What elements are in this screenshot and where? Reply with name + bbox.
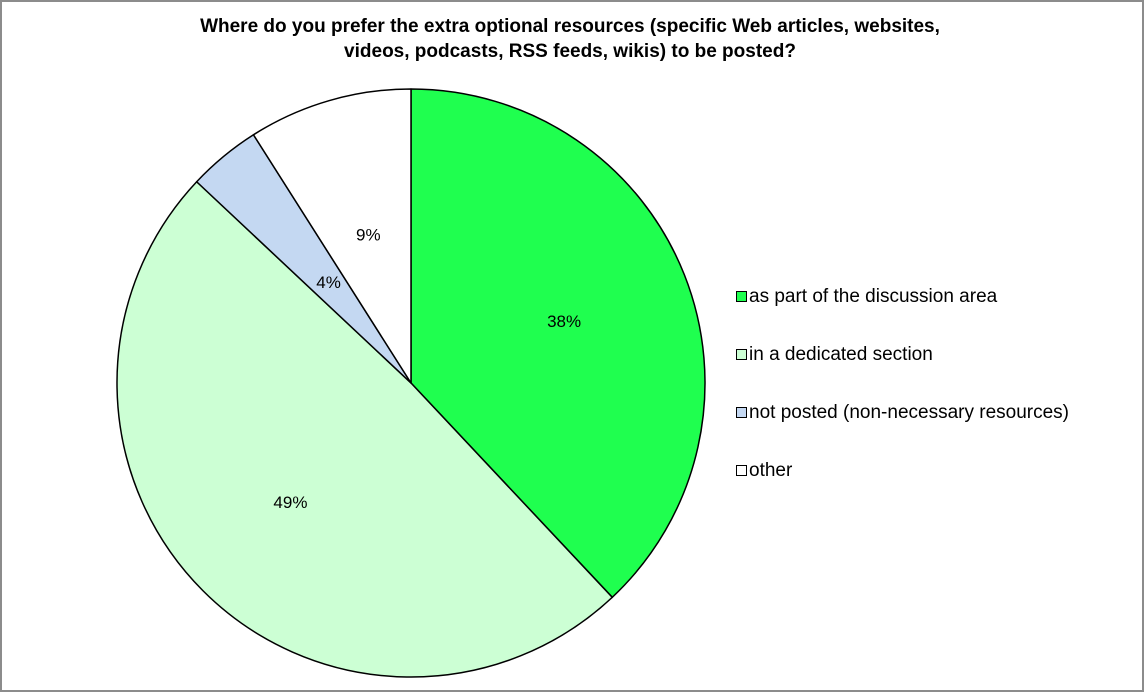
chart-title: Where do you prefer the extra optional r… — [40, 14, 1100, 64]
pie-slice-other — [252, 88, 412, 384]
pie-slice-dedicated-section — [116, 180, 614, 678]
pie-slice-discussion-area — [410, 88, 706, 599]
legend-label-not-posted: not posted (non-necessary resources) — [749, 402, 1069, 423]
legend-swatch-discussion-area — [736, 291, 747, 302]
legend-item-other: other — [736, 460, 1136, 481]
chart-title-line-1: Where do you prefer the extra optional r… — [200, 16, 940, 37]
data-label-dedicated-section: 49% — [273, 493, 307, 512]
legend-item-discussion-area: as part of the discussion area — [736, 286, 1136, 307]
legend-swatch-not-posted — [736, 407, 747, 418]
legend-swatch-other — [736, 465, 747, 476]
legend-swatch-dedicated-section — [736, 349, 747, 360]
data-label-not-posted: 4% — [316, 273, 341, 292]
legend-label-dedicated-section: in a dedicated section — [749, 344, 933, 365]
legend: as part of the discussion area in a dedi… — [736, 286, 1136, 518]
legend-label-discussion-area: as part of the discussion area — [749, 286, 998, 307]
data-label-other: 9% — [356, 226, 381, 245]
data-label-discussion-area: 38% — [547, 312, 581, 331]
legend-item-dedicated-section: in a dedicated section — [736, 344, 1136, 365]
chart-title-line-2: videos, podcasts, RSS feeds, wikis) to b… — [344, 41, 796, 62]
legend-item-not-posted: not posted (non-necessary resources) — [736, 402, 1136, 423]
legend-label-other: other — [749, 460, 793, 481]
